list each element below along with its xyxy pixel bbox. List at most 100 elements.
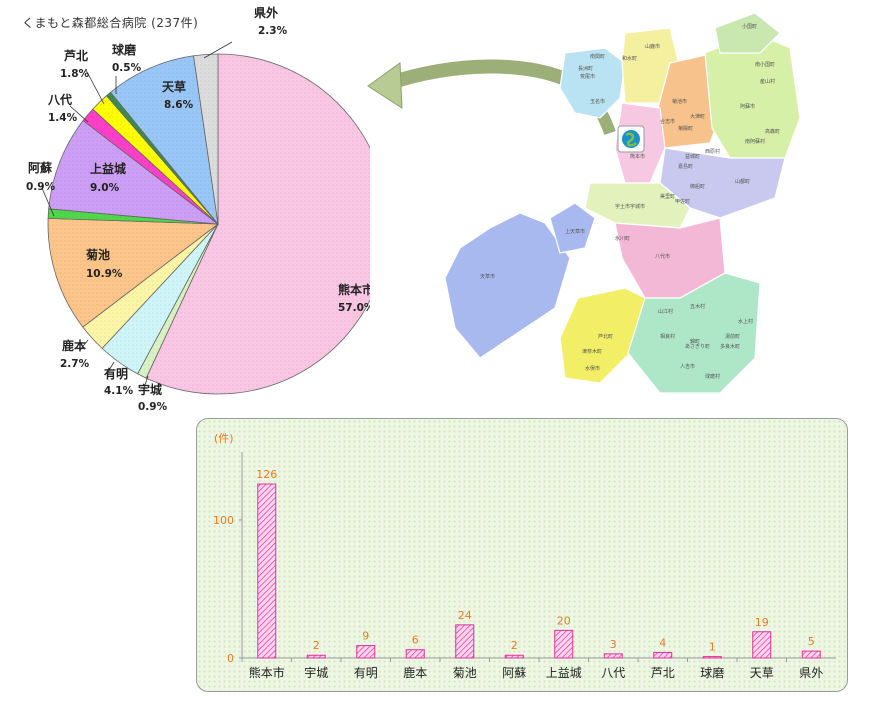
map-area-label: 山都町 [735, 178, 750, 185]
map-area-label: 玉名市 [590, 98, 605, 105]
map-area-label: 荒尾市 [580, 73, 595, 80]
bar-value-label: 24 [458, 609, 472, 622]
pie-label: 有明 [104, 366, 128, 381]
map-region-ashikita [559, 287, 646, 384]
pie-percent-label: 4.1% [104, 385, 134, 397]
map-region-amakusa [444, 212, 571, 359]
map-region-arao [559, 47, 626, 119]
bar-value-label: 1 [709, 641, 716, 654]
x-category-label: 宇城 [304, 666, 328, 680]
map-area-label: 大津町 [690, 113, 705, 120]
map-area-label: 人吉市 [680, 363, 695, 370]
bar-chart: (件) 0 100 126 2 9 6 24 2 20 3 4 1 19 5 熊本市 宇城 有明 鹿本 菊池 阿蘇… [213, 432, 836, 680]
map-area-label: 宇土市 [615, 203, 630, 210]
map-area-label: 南小国町 [755, 61, 775, 68]
map-area-label: 高森町 [765, 128, 780, 135]
bar-0 [257, 483, 277, 659]
bar-11 [801, 650, 821, 659]
map-area-label: 小国町 [742, 23, 757, 30]
bar-value-label: 19 [755, 616, 769, 629]
bar-4 [455, 624, 475, 659]
map-area-label: 甲佐町 [675, 198, 690, 205]
pie-percent-label: 2.7% [60, 358, 90, 370]
pie-label: 鹿本 [62, 338, 86, 353]
x-category-label: 芦北 [651, 666, 675, 680]
pie-label: 天草 [162, 79, 186, 94]
arrow-head [367, 62, 403, 109]
bar-7 [603, 653, 623, 659]
y-tick-label: 100 [213, 514, 234, 527]
pie-percent-label: 0.9% [138, 401, 168, 413]
map-area-label: 八代市 [655, 253, 670, 260]
bar-value-label: 9 [362, 630, 369, 643]
map-area-label: 氷川町 [615, 235, 630, 242]
bar-value-label: 4 [659, 636, 666, 649]
pie-label: 球磨 [112, 42, 136, 57]
pie-label: 芦北 [64, 48, 88, 63]
pie-percent-label: 0.5% [112, 62, 142, 74]
pie-percent-label: 57.0% [338, 302, 370, 314]
map-area-label: 和水町 [622, 55, 637, 62]
bar-value-label: 2 [511, 639, 518, 652]
map-region-oguni [714, 12, 781, 54]
pie-label: 八代 [47, 92, 72, 107]
x-category-label: 天草 [750, 666, 774, 680]
y-tick-label: 0 [227, 652, 234, 665]
map-area-label: 宇城市 [630, 203, 645, 210]
map-area-label: 山江村 [658, 308, 673, 315]
bar-value-label: 3 [610, 638, 617, 651]
map-area-label: 長洲町 [578, 66, 593, 72]
x-category-label: 球磨 [700, 666, 724, 680]
map-region-kamiamakusa [549, 202, 596, 254]
y-axis-label: (件) [214, 432, 234, 445]
map-region-kuma [627, 272, 761, 394]
pie-percent-label: 8.6% [164, 99, 194, 111]
pie-label: 菊池 [85, 247, 110, 262]
bar-2 [356, 645, 376, 659]
bar-value-label: 2 [313, 639, 320, 652]
map-area-label: 美里町 [660, 193, 675, 200]
bar-1 [306, 654, 326, 659]
map-area-label: 御船町 [690, 183, 705, 190]
arrow-icon [387, 59, 584, 93]
map-area-label: あさぎり町 [685, 343, 710, 350]
x-category-label: 菊池 [453, 666, 477, 680]
map-area-label: 嘉島町 [678, 163, 693, 170]
pie-label: 阿蘇 [28, 160, 52, 175]
map-area-label: 天草市 [480, 273, 495, 280]
map-area-label: 阿蘇市 [740, 103, 755, 110]
pie-percent-label: 0.9% [26, 181, 56, 193]
map-area-label: 山鹿市 [645, 43, 660, 50]
map-area-label: 多良木町 [720, 343, 740, 350]
x-category-label: 八代 [601, 666, 625, 680]
bar-value-label: 126 [256, 468, 277, 481]
pie-percent-label: 10.9% [86, 268, 123, 280]
pie-percent-label: 1.4% [48, 112, 78, 124]
pie-label: 県外 [254, 5, 278, 20]
map-area-label: 相良村 [660, 333, 675, 340]
bar-5 [504, 654, 524, 659]
pie-label: 熊本市 [338, 282, 370, 297]
map-area-label: 熊本市 [630, 153, 645, 160]
bar-value-label: 6 [412, 634, 419, 647]
map-area-label: 合志市 [660, 118, 675, 125]
map-area-label: 西原村 [705, 148, 720, 155]
bar-8 [653, 651, 673, 659]
pie-percent-label: 9.0% [90, 182, 120, 194]
x-category-label: 鹿本 [403, 665, 427, 680]
map-area-label: 益城町 [685, 153, 700, 160]
pie-chart: 熊本市 57.0% 宇城 0.9% 有明 4.1% 鹿本 2.7% 菊池 10.9% 阿蘇 0.9% 上… [26, 5, 370, 413]
map-area-label: 産山村 [760, 78, 775, 85]
hospital-marker-icon [617, 125, 645, 153]
pie-chart-title: くまもと森都総合病院 (237件) [22, 16, 199, 30]
map-area-label: 水俣市 [585, 365, 600, 372]
map-area-label: 菊陽町 [678, 125, 693, 132]
bar-9 [702, 656, 722, 659]
pie-percent-label: 2.3% [258, 25, 288, 37]
bar-6 [554, 629, 574, 659]
bar-value-label: 20 [557, 614, 571, 627]
pie-percent-label: 1.8% [60, 68, 90, 80]
map-area-label: 南阿蘇村 [745, 138, 765, 145]
pie-label: 宇城 [138, 382, 162, 397]
